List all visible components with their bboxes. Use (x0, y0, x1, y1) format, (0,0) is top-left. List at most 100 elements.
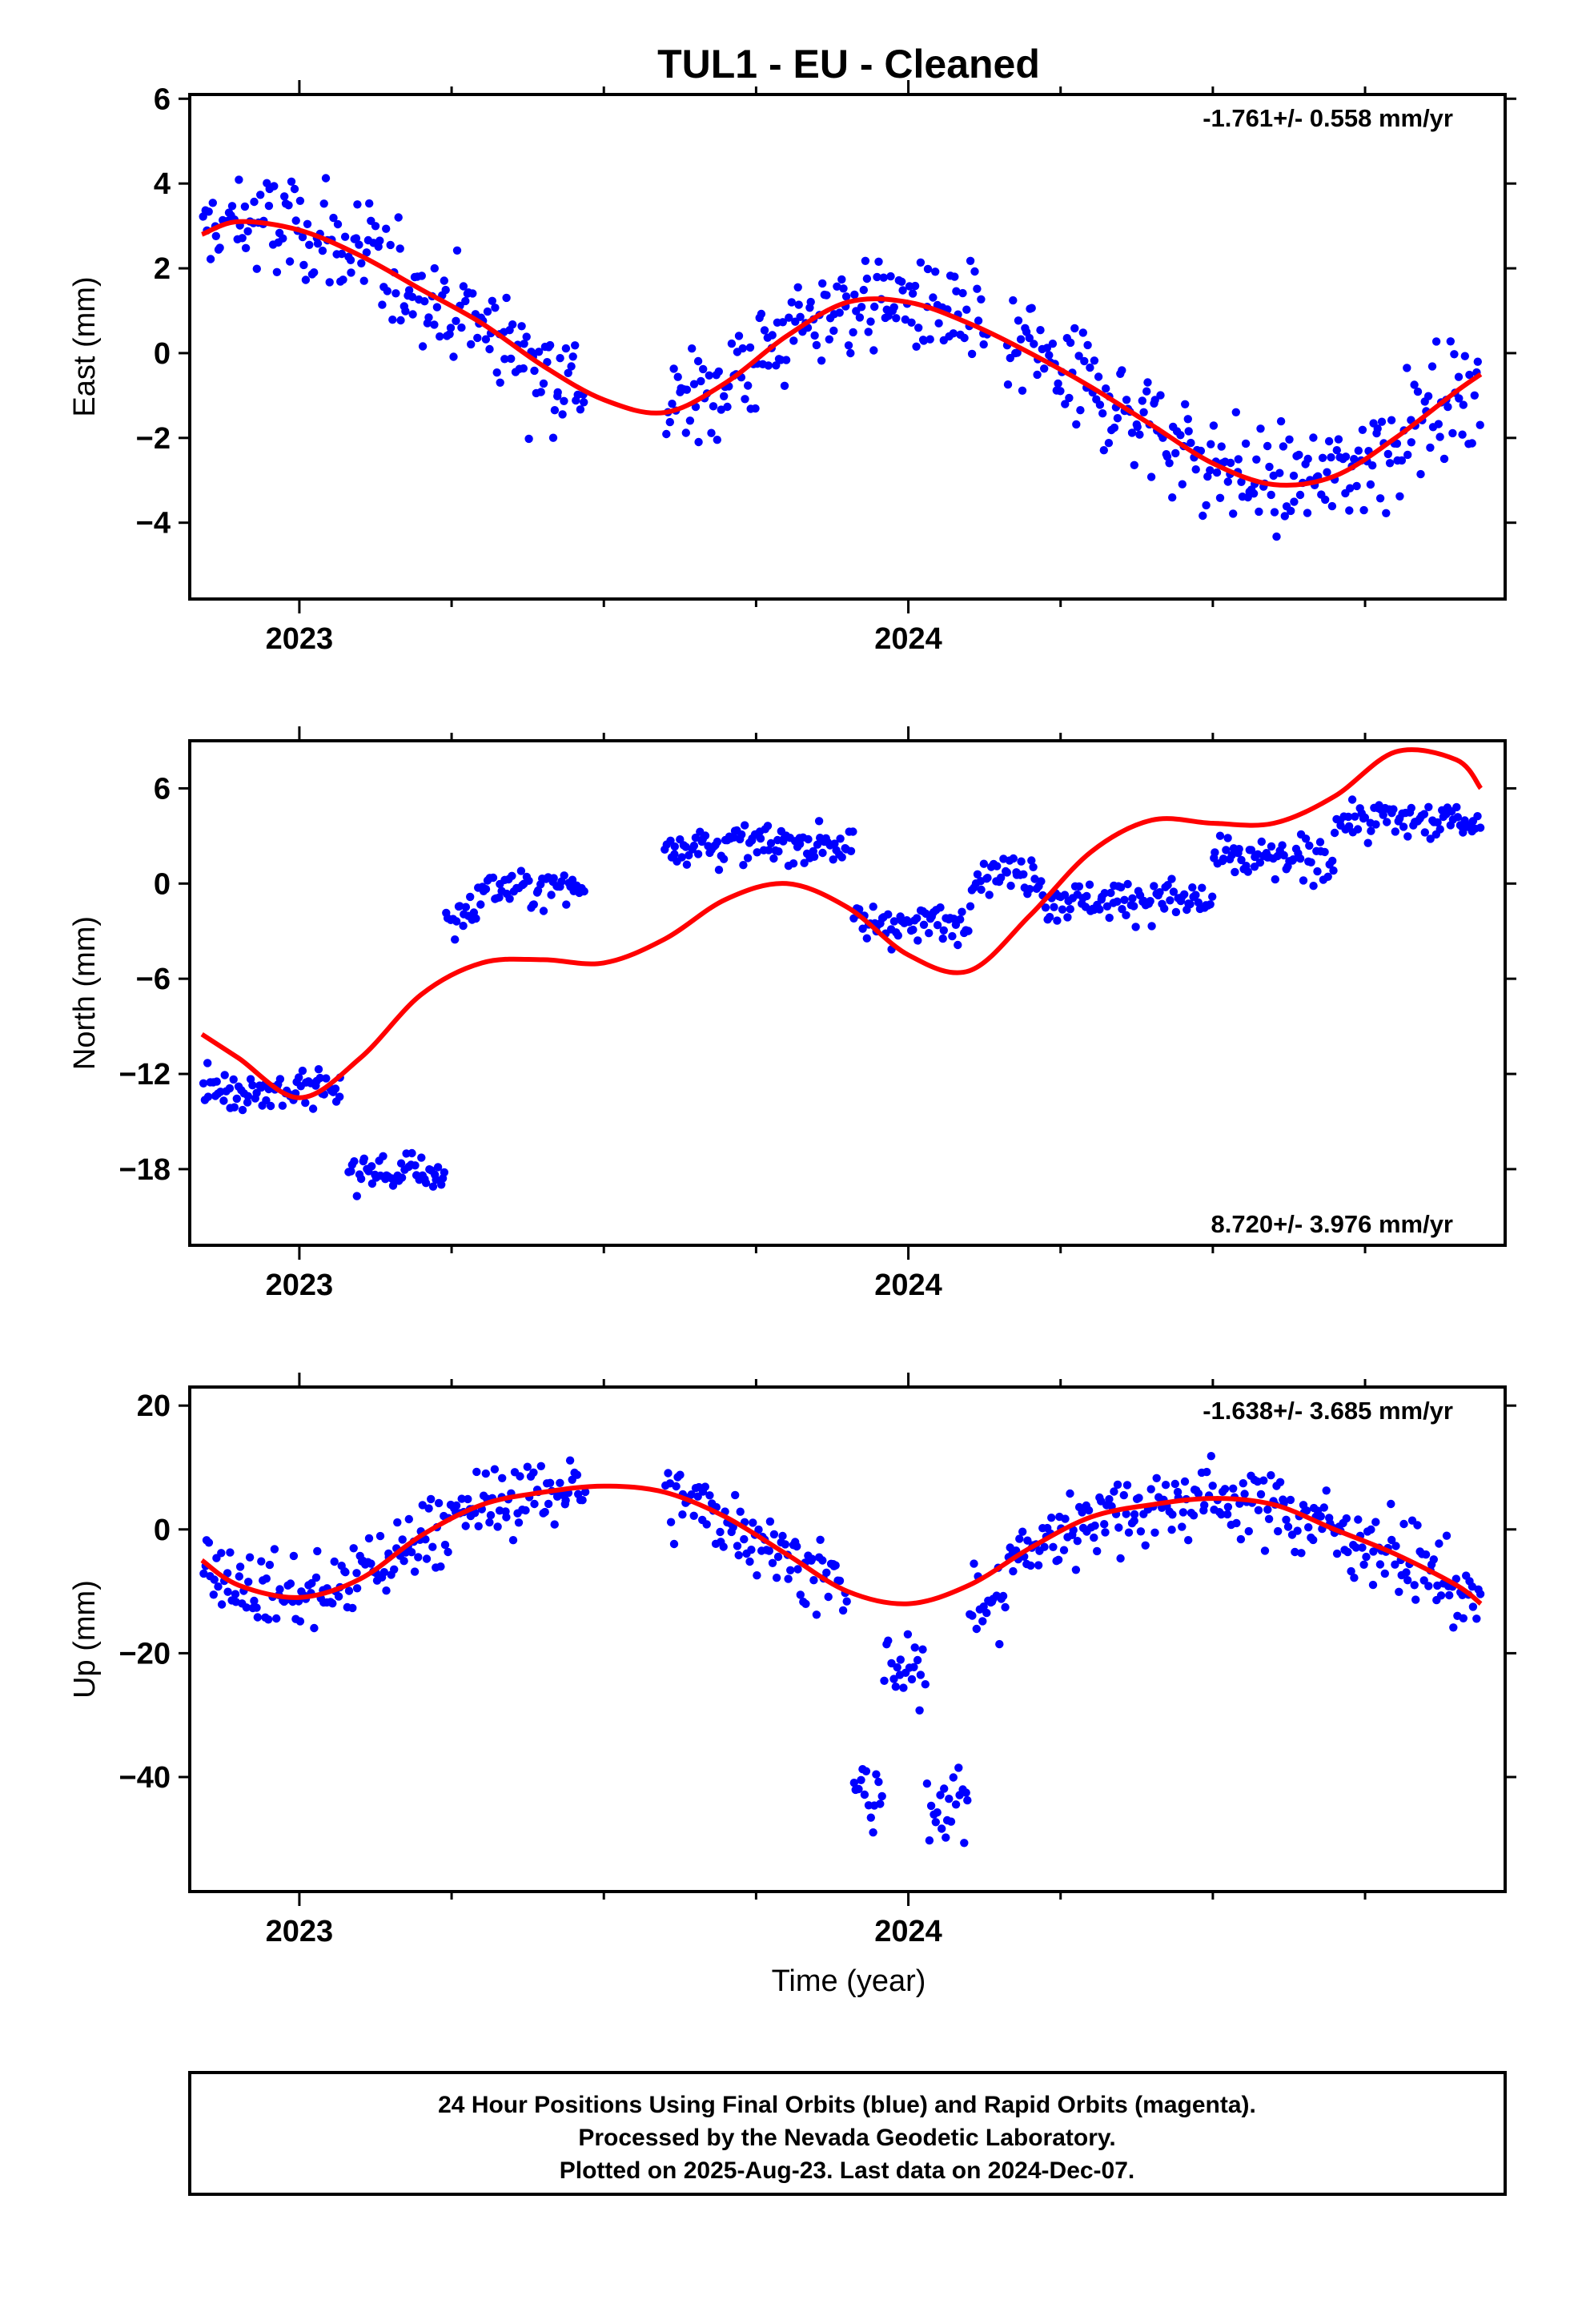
data-point (505, 895, 514, 903)
data-point (837, 853, 846, 862)
data-point (1448, 428, 1457, 438)
data-point (1426, 443, 1435, 452)
data-point (670, 850, 679, 858)
data-point (948, 931, 957, 941)
data-point (212, 1077, 221, 1086)
data-point (382, 1586, 391, 1595)
data-point (913, 914, 921, 923)
data-point (1459, 828, 1468, 837)
data-point (1443, 402, 1452, 412)
data-point (1009, 1566, 1018, 1576)
data-point (763, 822, 773, 830)
data-point (1383, 449, 1393, 459)
data-point (299, 260, 308, 270)
data-point (1194, 1489, 1203, 1498)
data-point (877, 1791, 886, 1801)
data-point (1343, 812, 1353, 822)
data-point (1203, 472, 1212, 481)
data-point (795, 839, 805, 849)
data-point (1036, 326, 1045, 335)
data-point (741, 821, 749, 830)
y-tick-label: 0 (154, 867, 171, 901)
data-point (359, 1154, 368, 1164)
data-point (857, 303, 866, 312)
data-point (516, 1472, 524, 1481)
data-point (974, 316, 983, 325)
data-point (578, 1496, 587, 1505)
data-point (485, 1518, 494, 1527)
data-point (1101, 1528, 1110, 1537)
data-point (1223, 1502, 1233, 1512)
data-point (418, 1501, 427, 1510)
data-point (892, 314, 901, 323)
data-point (829, 855, 837, 864)
data-point (801, 1599, 810, 1609)
data-point (1377, 417, 1387, 426)
data-point (1449, 1623, 1458, 1632)
data-point (1289, 471, 1299, 480)
data-point (328, 1599, 337, 1608)
data-point (676, 1470, 685, 1479)
data-point (352, 1584, 362, 1593)
data-point (1270, 508, 1279, 517)
data-point (1094, 372, 1103, 381)
data-point (744, 381, 753, 390)
data-point (1229, 1484, 1238, 1494)
data-point (1436, 1591, 1446, 1600)
data-point (964, 927, 973, 935)
data-point (985, 891, 994, 899)
y-tick-label: 2 (154, 252, 171, 286)
data-point (869, 346, 878, 355)
data-point (913, 936, 922, 945)
data-point (335, 1092, 344, 1101)
data-point (1003, 380, 1013, 389)
data-point (854, 1784, 863, 1794)
data-point (925, 1836, 934, 1845)
data-point (214, 1582, 223, 1591)
data-point (1368, 1580, 1378, 1590)
data-point (1116, 1554, 1125, 1563)
data-point (1059, 1546, 1069, 1554)
data-point (1090, 1533, 1098, 1542)
data-point (983, 874, 992, 883)
data-point (1435, 825, 1444, 834)
data-point (701, 831, 710, 840)
data-point (936, 903, 945, 912)
up-y-axis-title: Up (mm) (68, 1580, 102, 1699)
data-point (351, 234, 361, 243)
data-point (1280, 512, 1290, 521)
data-point (862, 274, 872, 283)
data-point (418, 342, 428, 351)
data-point (1191, 465, 1200, 474)
data-point (887, 1659, 896, 1668)
data-point (925, 929, 934, 938)
data-point (508, 320, 517, 329)
data-point (1295, 490, 1305, 500)
data-point (1071, 1566, 1081, 1574)
data-point (1235, 845, 1243, 854)
data-point (789, 336, 798, 345)
data-point (248, 1081, 257, 1090)
data-point (1070, 324, 1079, 333)
data-point (1289, 855, 1298, 864)
data-point (1410, 380, 1419, 389)
data-point (785, 313, 793, 322)
data-point (1424, 1582, 1433, 1590)
data-point (705, 1491, 714, 1500)
data-point (393, 1518, 402, 1527)
data-point (950, 272, 959, 281)
data-point (1304, 1523, 1313, 1532)
data-point (1241, 439, 1251, 448)
x-tick-label: 2023 (266, 1269, 334, 1302)
data-point (693, 356, 703, 366)
data-point (452, 1501, 461, 1510)
data-point (846, 846, 856, 856)
data-point (217, 1600, 227, 1609)
data-point (1399, 1519, 1408, 1529)
data-point (1309, 433, 1318, 442)
data-point (367, 1179, 377, 1188)
data-point (451, 935, 460, 944)
data-point (995, 1639, 1004, 1649)
data-point (662, 429, 671, 439)
data-point (841, 292, 851, 301)
